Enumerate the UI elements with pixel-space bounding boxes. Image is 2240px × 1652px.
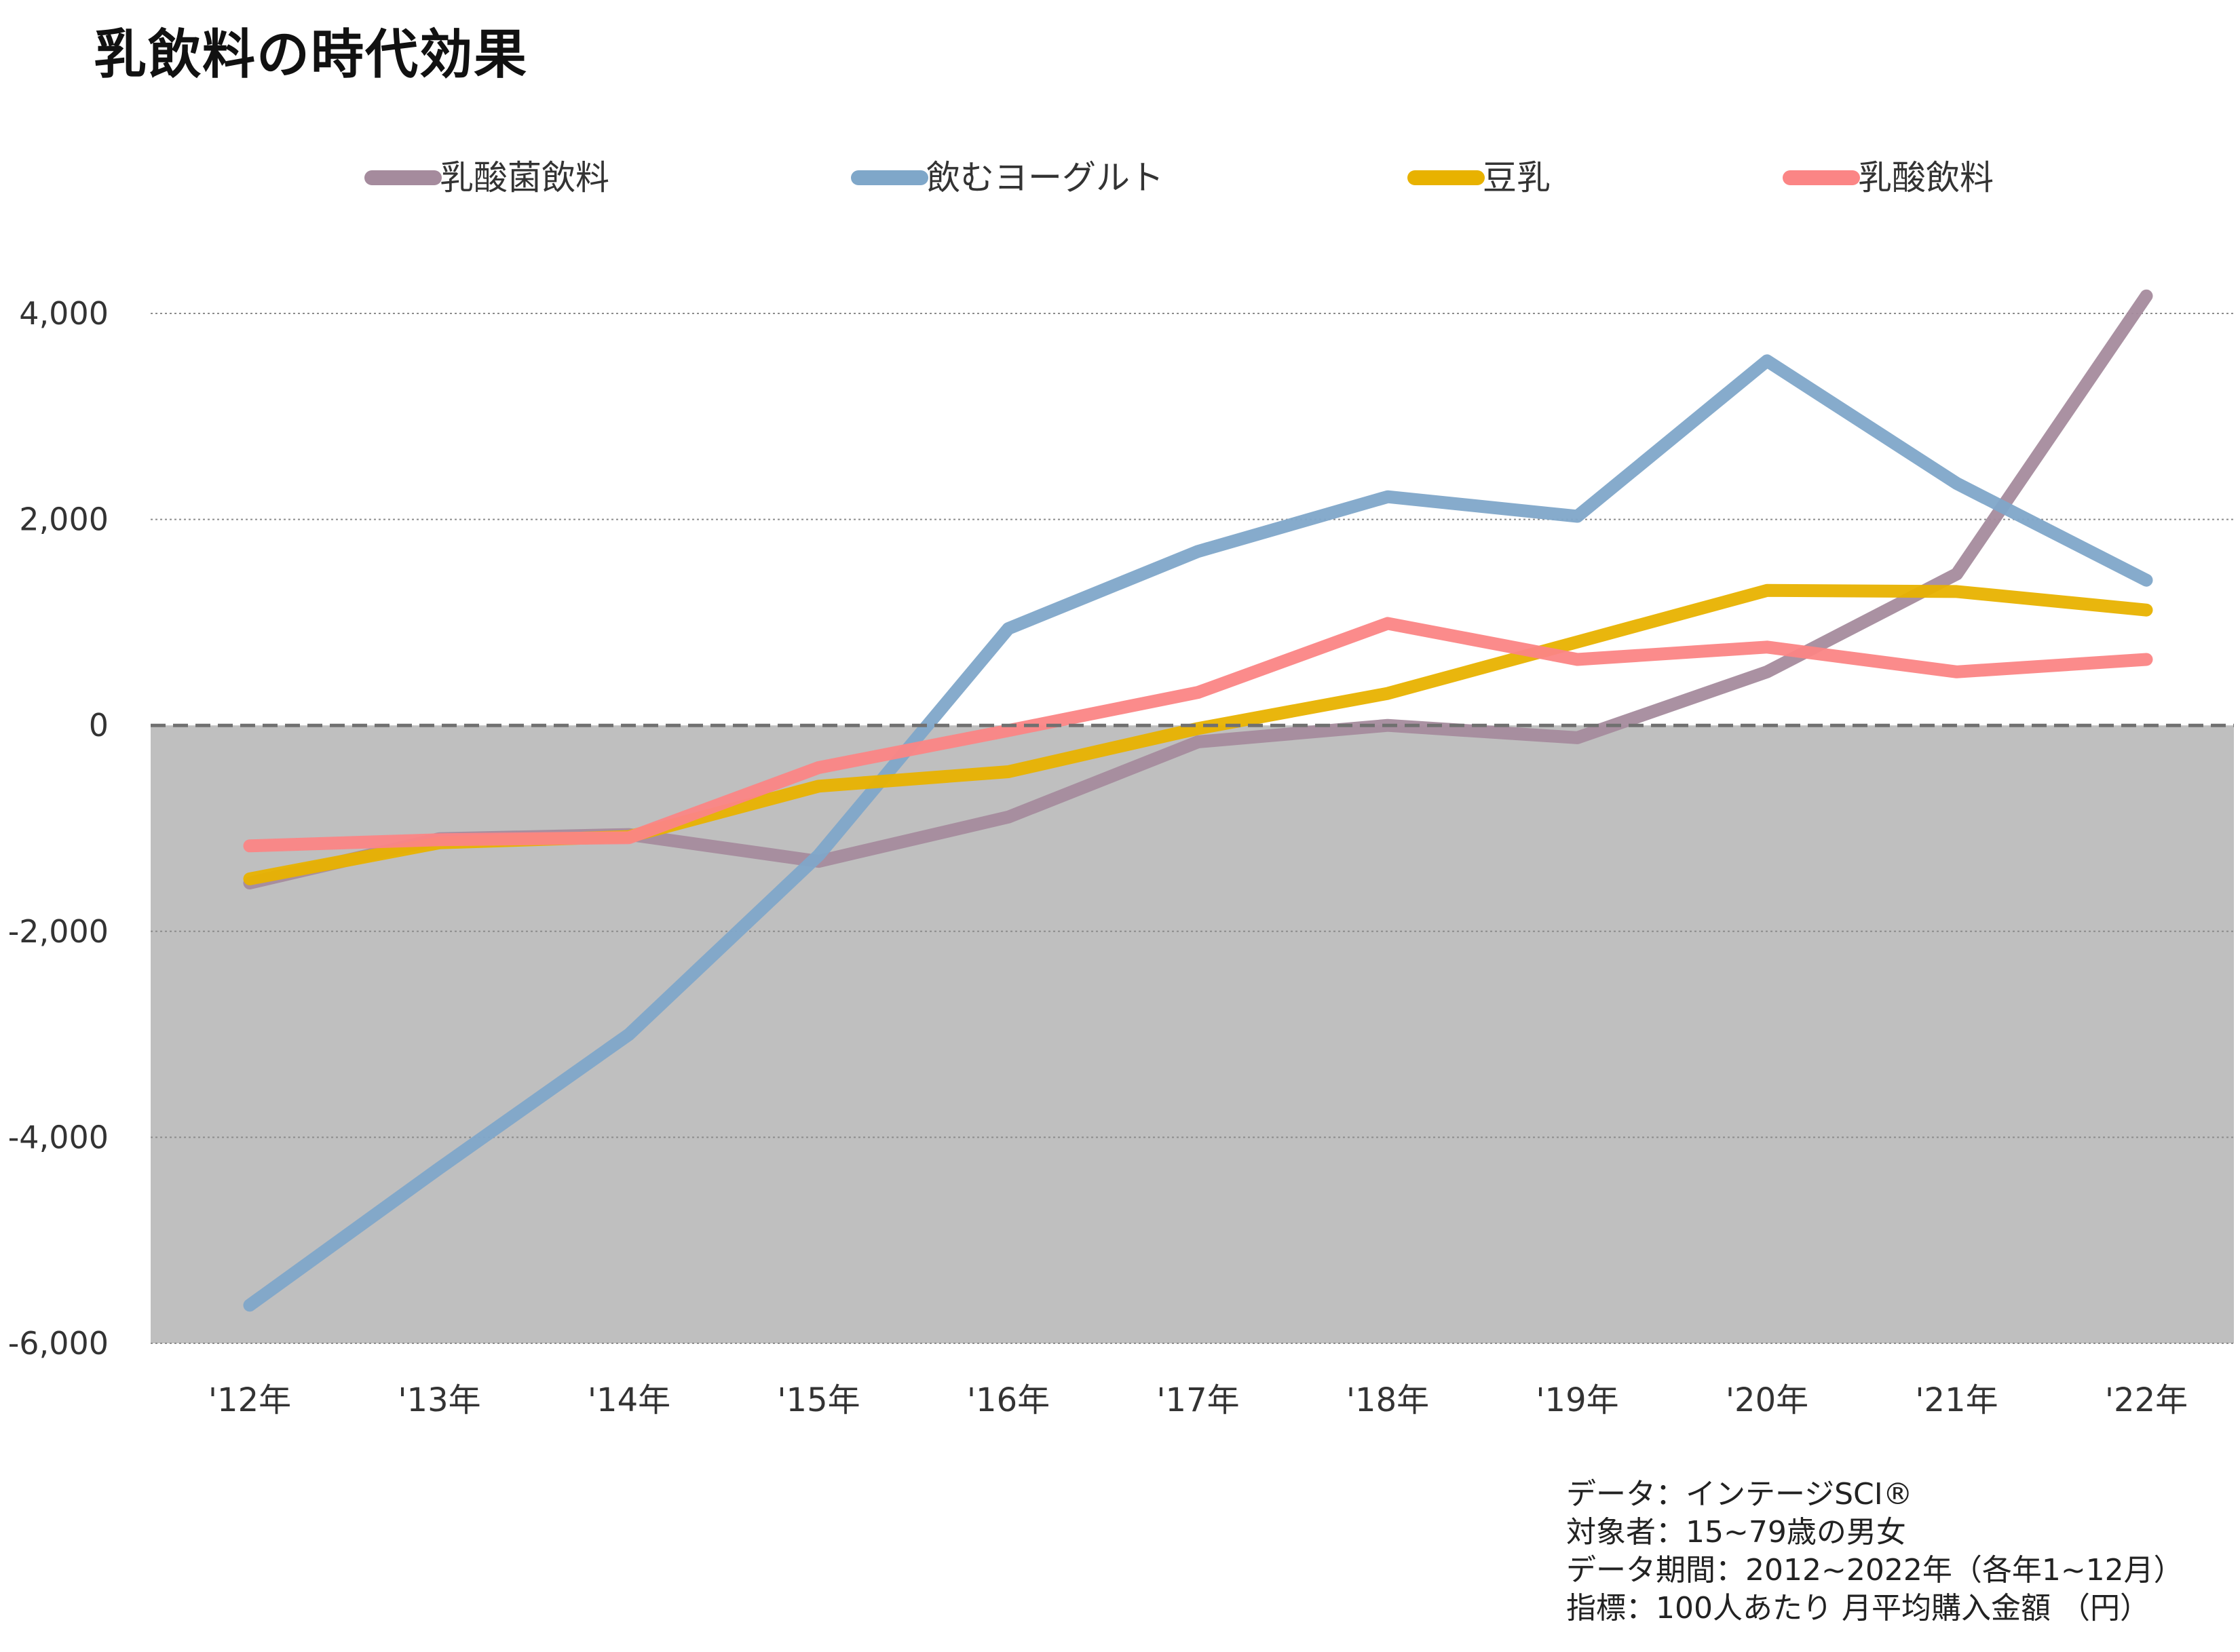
x-tick-label: '16年 [967,1381,1050,1419]
x-tick-label: '20年 [1726,1381,1808,1419]
x-tick-label: '21年 [1915,1381,1998,1419]
x-tick-label: '18年 [1346,1381,1429,1419]
legend-label: 乳酸菌飲料 [440,158,609,197]
x-tick-label: '19年 [1536,1381,1618,1419]
legend-label: 飲むヨーグルト [926,158,1164,197]
negative-region-shade [151,725,2234,1343]
x-tick-label: '12年 [208,1381,291,1419]
footnote-target: 対象者：15~79歳の男女 [1566,1515,1906,1550]
chart-title: 乳飲料の時代効果 [94,24,529,85]
footnote-metric: 指標：100人あたり 月平均購入金額 （円） [1566,1591,2150,1626]
x-tick-label: '22年 [2105,1381,2188,1419]
x-tick-label: '13年 [398,1381,480,1419]
x-tick-label: '14年 [588,1381,670,1419]
y-tick-label: 0 [89,707,109,744]
series-line [243,354,2153,1312]
footnote-period: データ期間：2012~2022年（各年1~12月） [1566,1553,2184,1588]
y-tick-label: -4,000 [8,1119,109,1155]
y-tick-label: -2,000 [8,913,109,950]
y-tick-label: 4,000 [19,295,109,332]
data-source-note: データ：インテージSCI® 対象者：15~79歳の男女 データ期間：2012~2… [1566,1476,2184,1628]
x-tick-label: '15年 [777,1381,860,1419]
x-tick-label: '17年 [1156,1381,1239,1419]
series-line [243,617,2153,853]
y-tick-label: 2,000 [19,501,109,538]
footnote-source: データ：インテージSCI® [1566,1477,1913,1512]
y-tick-label: -6,000 [8,1325,109,1362]
legend-label: 豆乳 [1483,158,1551,197]
legend-label: 乳酸飲料 [1858,158,1994,197]
